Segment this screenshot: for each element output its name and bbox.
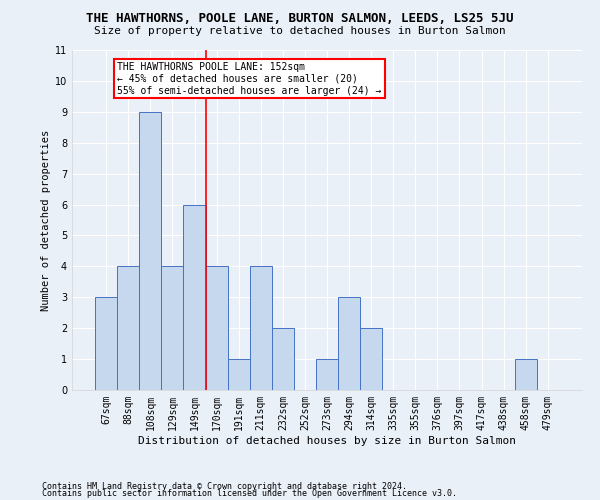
Bar bbox=[139, 112, 161, 390]
Text: Contains HM Land Registry data © Crown copyright and database right 2024.: Contains HM Land Registry data © Crown c… bbox=[42, 482, 407, 491]
Bar bbox=[338, 298, 360, 390]
Text: Size of property relative to detached houses in Burton Salmon: Size of property relative to detached ho… bbox=[94, 26, 506, 36]
Bar bbox=[272, 328, 294, 390]
Bar bbox=[117, 266, 139, 390]
Bar bbox=[206, 266, 227, 390]
Bar bbox=[184, 204, 206, 390]
Bar bbox=[161, 266, 184, 390]
Text: THE HAWTHORNS, POOLE LANE, BURTON SALMON, LEEDS, LS25 5JU: THE HAWTHORNS, POOLE LANE, BURTON SALMON… bbox=[86, 12, 514, 26]
Bar bbox=[250, 266, 272, 390]
Bar bbox=[360, 328, 382, 390]
Text: Contains public sector information licensed under the Open Government Licence v3: Contains public sector information licen… bbox=[42, 490, 457, 498]
Bar bbox=[227, 359, 250, 390]
Bar bbox=[515, 359, 537, 390]
X-axis label: Distribution of detached houses by size in Burton Salmon: Distribution of detached houses by size … bbox=[138, 436, 516, 446]
Y-axis label: Number of detached properties: Number of detached properties bbox=[41, 130, 51, 310]
Bar bbox=[95, 298, 117, 390]
Bar bbox=[316, 359, 338, 390]
Text: THE HAWTHORNS POOLE LANE: 152sqm
← 45% of detached houses are smaller (20)
55% o: THE HAWTHORNS POOLE LANE: 152sqm ← 45% o… bbox=[117, 62, 382, 96]
